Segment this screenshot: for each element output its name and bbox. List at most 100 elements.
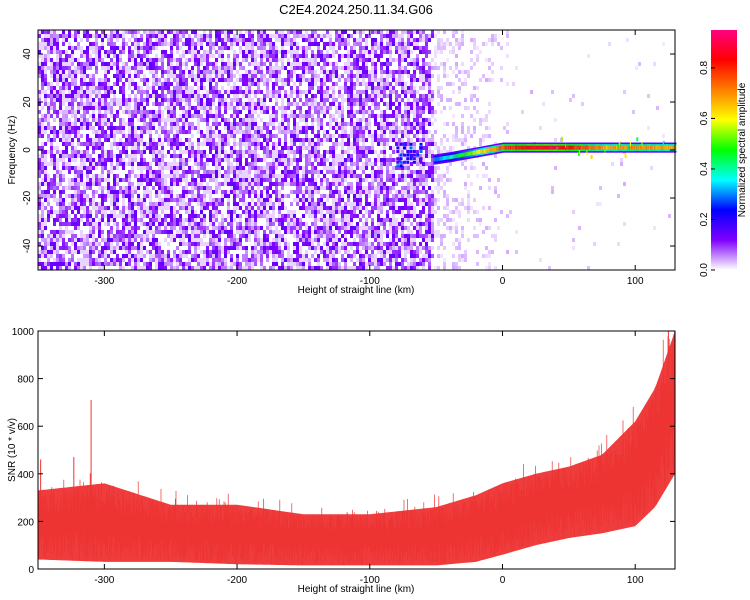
spectrogram-cell	[110, 106, 113, 110]
spectrogram-cell	[212, 174, 215, 178]
spectrogram-cell	[50, 246, 53, 250]
spectrogram-cell	[239, 266, 242, 270]
spectrogram-cell	[86, 138, 89, 142]
spectrogram-cell	[176, 58, 179, 62]
spectrogram-cell	[329, 194, 332, 198]
spectrogram-cell	[239, 62, 242, 66]
spectrogram-cell	[209, 30, 212, 34]
spectrogram-cell	[110, 218, 113, 222]
spectrogram-cell	[341, 114, 344, 118]
spectrogram-cell	[200, 238, 203, 242]
spectrogram-cell	[293, 210, 296, 214]
spectrogram-cell	[134, 42, 137, 46]
spectrogram-cell	[230, 114, 233, 118]
spectrogram-cell	[320, 230, 323, 234]
spectrogram-cell	[317, 162, 320, 166]
spectrogram-cell	[296, 198, 299, 202]
spectrogram-cell	[107, 90, 110, 94]
spectrogram-cell	[317, 78, 320, 82]
spectrogram-cell	[104, 178, 107, 182]
spectrogram-cell	[296, 246, 299, 250]
spectrogram-cell	[119, 106, 122, 110]
spectrogram-cell	[251, 262, 254, 266]
spectrogram-cell	[353, 146, 356, 150]
spectrogram-cell	[344, 210, 347, 214]
spectrogram-cell	[116, 34, 119, 38]
spectrogram-cell	[311, 54, 314, 58]
spectrogram-cell	[140, 102, 143, 106]
spectrogram-cell	[365, 62, 368, 66]
spectrogram-cell	[137, 146, 140, 150]
spectrogram-cell	[269, 162, 272, 166]
spectrogram-cell	[131, 158, 134, 162]
spectrogram-cell	[224, 106, 227, 110]
spectrogram-cell	[266, 38, 269, 42]
spectrogram-cell	[317, 134, 320, 138]
spectrogram-cell	[293, 150, 296, 154]
spectrogram-cell	[239, 86, 242, 90]
spectrogram-cell	[314, 266, 317, 270]
spectrogram-cell	[71, 70, 74, 74]
spectrogram-cell	[146, 238, 149, 242]
spectrogram-cell	[185, 234, 188, 238]
spectrogram-cell	[98, 158, 101, 162]
spectrogram-cell	[140, 198, 143, 202]
spectrogram-cell	[260, 66, 263, 70]
spectrogram-cell	[281, 98, 284, 102]
spectrogram-cell	[317, 226, 320, 230]
spectrogram-cell	[83, 78, 86, 82]
spectrogram-cell	[239, 246, 242, 250]
spectrogram-cell	[41, 222, 44, 226]
spectrogram-cell	[176, 222, 179, 226]
spectrogram-cell	[353, 238, 356, 242]
spectrogram-cell	[65, 266, 68, 270]
spectrogram-cell	[341, 194, 344, 198]
spectrogram-cell	[140, 206, 143, 210]
spectrogram-cell	[317, 106, 320, 110]
spectrogram-cell	[104, 214, 107, 218]
spectrogram-cell	[341, 118, 344, 122]
spectrogram-cell	[197, 222, 200, 226]
spectrogram-cell	[293, 218, 296, 222]
spectrogram-cell	[53, 90, 56, 94]
spectrogram-cell	[284, 182, 287, 186]
spectrogram-cell	[149, 210, 152, 214]
spectrogram-cell	[140, 58, 143, 62]
spectrogram-cell	[251, 206, 254, 210]
spectrogram-cell	[71, 194, 74, 198]
spectrogram-cell	[137, 198, 140, 202]
spectrogram-cell	[266, 130, 269, 134]
spectrogram-cell	[203, 262, 206, 266]
spectrogram-cell	[83, 106, 86, 110]
spectrogram-cell	[158, 222, 161, 226]
spectrogram-cell	[176, 30, 179, 34]
spectrogram-cell	[191, 150, 194, 154]
spectrogram-cell	[74, 134, 77, 138]
spectrogram-cell	[341, 162, 344, 166]
spectrogram-cell	[185, 158, 188, 162]
spectrogram-cell	[53, 94, 56, 98]
spectrogram-cell	[47, 210, 50, 214]
spectrogram-cell	[65, 222, 68, 226]
spectrogram-cell	[68, 158, 71, 162]
spectrogram-cell	[41, 126, 44, 130]
spectrogram-cell	[86, 106, 89, 110]
spectrogram-cell	[269, 66, 272, 70]
spectrogram-cell	[236, 122, 239, 126]
spectrogram-cell	[38, 42, 41, 46]
spectrogram-cell	[77, 90, 80, 94]
spectrogram-cell	[161, 102, 164, 106]
spectrogram-cell	[44, 162, 47, 166]
spectrogram-cell	[170, 106, 173, 110]
spectrogram-cell	[71, 258, 74, 262]
spectrogram-cell	[221, 190, 224, 194]
spectrogram-cell	[104, 66, 107, 70]
spectrogram-cell	[47, 94, 50, 98]
spectrogram-cell	[140, 106, 143, 110]
spectrogram-cell	[365, 146, 368, 150]
spectrogram-cell	[122, 166, 125, 170]
spectrogram-cell	[206, 130, 209, 134]
spectrogram-cell	[191, 206, 194, 210]
spectrogram-cell	[143, 158, 146, 162]
spectrogram-cell	[38, 254, 41, 258]
